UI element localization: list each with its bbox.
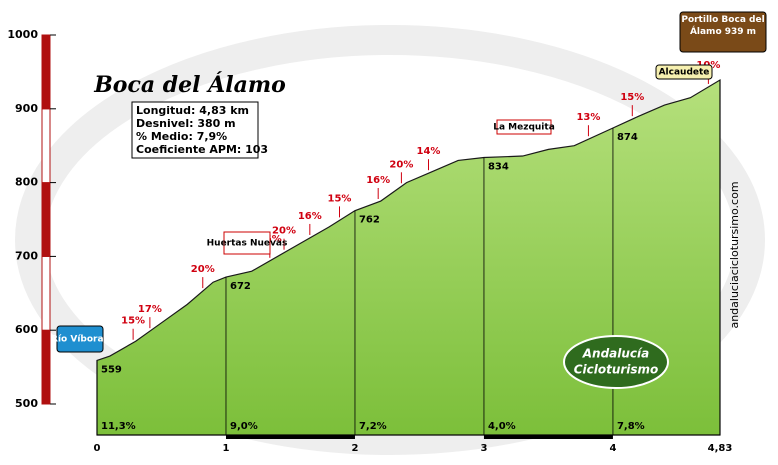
value-label: 559 [101,364,122,375]
logo-text: Andalucía [582,347,650,361]
segment-label: 7,8% [617,421,645,432]
value-label: 762 [359,215,380,226]
segment-label: 9,0% [230,421,258,432]
value-label: 874 [617,132,638,143]
y-tick-label: 1000 [7,28,38,41]
value-label: 672 [230,281,251,292]
annotation: 16% [366,175,390,186]
annotation: 15% [620,92,644,103]
axis-bar [225,435,355,439]
place-label: Río Víboras [51,335,109,345]
info-box [131,101,259,159]
axis-stripe [41,255,51,331]
segment-label: 4,0% [488,421,516,432]
x-tick-label: 2 [351,443,358,454]
y-tick-label: 500 [15,397,38,410]
place-box [496,119,552,135]
logo [563,335,669,389]
website: andaluciaciclotursimo.com [728,181,741,328]
value-label: 834 [488,162,509,173]
y-tick-label: 800 [15,176,38,189]
segment-label: 7,2% [359,421,387,432]
x-tick-label: 0 [94,443,101,454]
annotation: 20% [389,159,413,170]
place-label: Huertas Nuevas [207,239,288,249]
place-label: La Mezquita [493,123,555,133]
info-line: Longitud: 4,83 km [136,104,249,117]
place-box [56,325,104,353]
info-line: % Medio: 7,9% [136,130,227,143]
x-tick-label: 4 [609,443,616,454]
info-line: Coeficiente APM: 103 [136,143,268,156]
axis-stripe [41,34,51,110]
annotation: 13% [576,112,600,123]
place-box [655,64,713,80]
place-label: Alcaudete [659,68,710,78]
annotation: 20% [272,226,296,237]
place-box [679,11,767,53]
x-tick-label: 1 [223,443,230,454]
annotation: 17% [138,304,162,315]
profile-area [96,78,721,436]
y-tick-label: 700 [15,249,38,262]
logo-text: Cicloturismo [574,363,659,377]
axis-stripe [41,182,51,257]
axis-bar [483,435,613,439]
annotation: 15% [121,316,145,327]
y-tick-label: 600 [15,323,38,336]
x-tick-label: 4,83 [708,443,733,454]
summit-text: Portillo Boca del Álamo 939 m [681,15,765,37]
annotation: 14% [417,146,441,157]
annotation: 20% [191,264,215,275]
axis-stripe [41,329,51,405]
summit-label: Portillo Boca del Álamo 939 m [681,15,765,37]
y-tick-label: 900 [15,102,38,115]
chart-title: Boca del Álamo [93,71,286,98]
x-tick-label: 3 [480,443,487,454]
place-box [223,231,271,255]
annotation: 15% [328,193,352,204]
info-line: Desnivel: 380 m [136,117,236,130]
segment-label: 11,3% [101,421,136,432]
watermark [15,25,765,455]
axis-stripe [41,108,51,184]
annotation: 16% [298,211,322,222]
